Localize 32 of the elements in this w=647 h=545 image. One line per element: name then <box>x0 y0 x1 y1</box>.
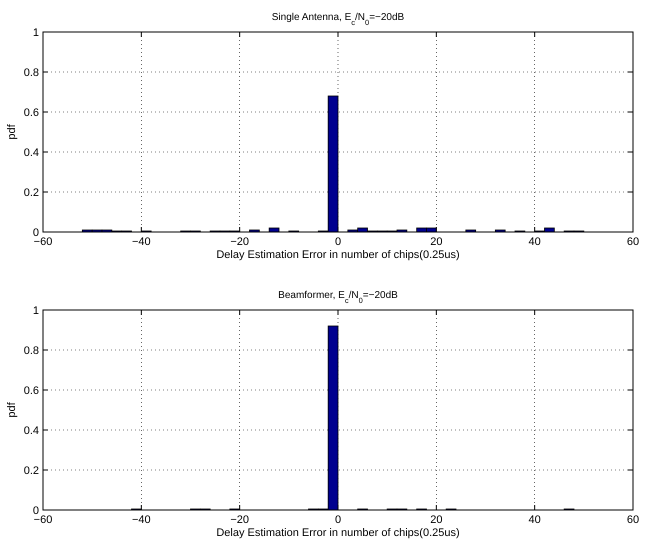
y-tick-label: 0.6 <box>24 107 39 119</box>
x-tick-label: −20 <box>230 514 250 526</box>
chart-title: Beamformer, E$_{c}$/N$_{0}$=−20dB <box>278 290 398 304</box>
x-tick-label: −60 <box>34 236 52 248</box>
y-tick-label: 0 <box>32 227 39 239</box>
x-tick-label: −40 <box>132 514 151 526</box>
y-axis-title: pdf <box>6 401 18 418</box>
x-axis-title: Delay Estimation Error in number of chips(0.25us) <box>216 249 460 261</box>
y-axis-title: pdf <box>6 123 18 140</box>
x-axis-title: Delay Estimation Error in number of chips(0.25us) <box>216 527 460 539</box>
x-tick-label: −60 <box>34 514 52 526</box>
y-tick-label: 1 <box>32 27 39 39</box>
y-tick-label: 0 <box>32 505 39 517</box>
x-tick-label: 40 <box>528 514 541 526</box>
x-tick-label: 20 <box>430 514 442 526</box>
y-tick-label: 0.6 <box>24 385 39 397</box>
y-tick-label: 1 <box>32 305 39 317</box>
y-tick-label: 0.8 <box>24 67 39 79</box>
x-tick-label: 60 <box>626 514 640 526</box>
y-tick-label: 0.2 <box>24 187 39 199</box>
chart-title: Single Antenna, E$_{c}$/N$_{0}$=−20dB <box>272 12 405 26</box>
x-tick-label: −40 <box>132 236 151 248</box>
y-tick-label: 0.8 <box>24 345 39 357</box>
y-tick-label: 0.2 <box>24 465 39 477</box>
x-tick-label: 60 <box>626 236 640 248</box>
x-tick-label: 40 <box>528 236 541 248</box>
y-tick-label: 0.4 <box>24 147 39 159</box>
x-tick-label: 0 <box>334 514 342 526</box>
x-tick-label: 0 <box>334 236 342 248</box>
x-tick-label: −20 <box>230 236 250 248</box>
x-tick-label: 20 <box>430 236 442 248</box>
y-tick-label: 0.4 <box>24 425 39 437</box>
